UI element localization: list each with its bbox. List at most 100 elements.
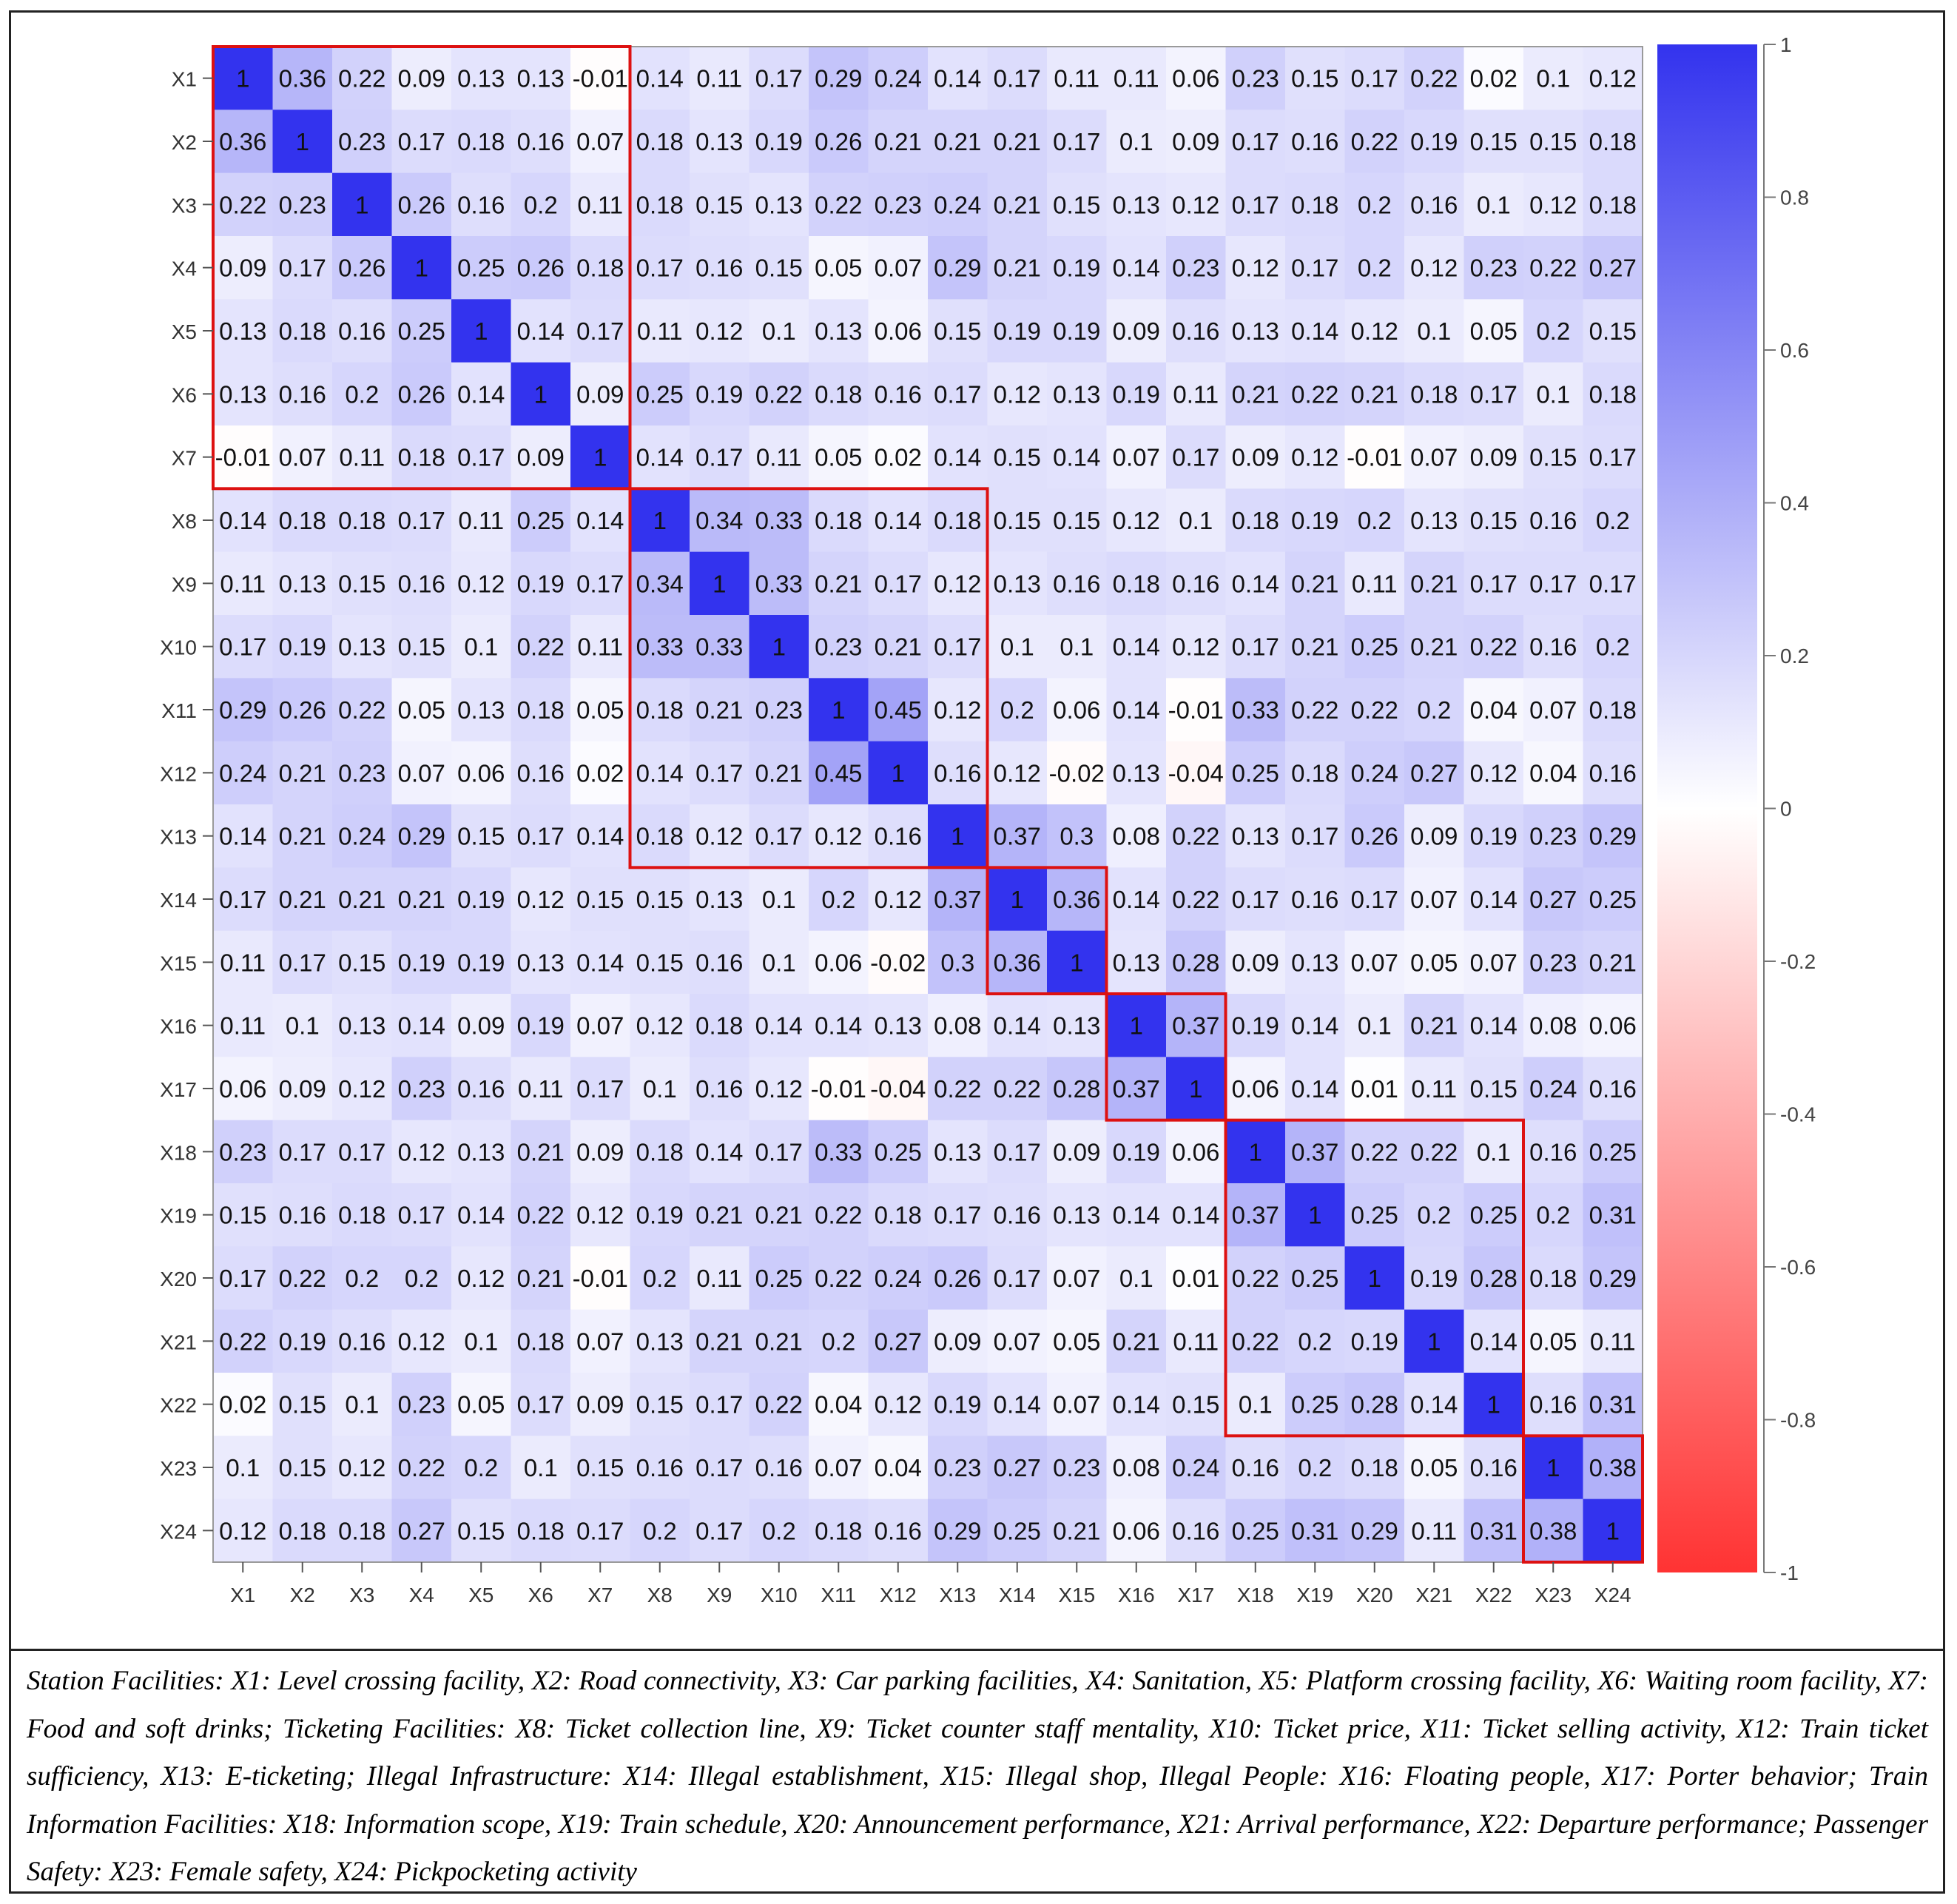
cell-X17-X18 xyxy=(1225,1057,1286,1121)
cell-X20-X12 xyxy=(868,1246,929,1311)
cell-label: 0.11 xyxy=(1173,1328,1219,1355)
cell-X23-X6 xyxy=(511,1436,571,1500)
correlation-heatmap: 1 0.36 0.22 0.09 0.13 0.13 -0.01 0.14 0.11 0.17 0.… xyxy=(160,33,1816,1607)
cell-label: 0.17 xyxy=(279,1138,326,1165)
cell-label: 0.18 xyxy=(279,1517,326,1544)
cell-label: 0.13 xyxy=(279,570,326,597)
cell-X10-X4 xyxy=(391,615,452,679)
cell-X8-X8 xyxy=(630,488,690,553)
cell-X13-X20 xyxy=(1344,804,1405,868)
cell-X6-X20 xyxy=(1344,362,1405,426)
cell-X12-X6 xyxy=(511,741,571,805)
cell-X2-X1 xyxy=(213,110,274,174)
cell-label: 0.24 xyxy=(338,823,385,850)
cell-label: 0.09 xyxy=(576,1391,624,1419)
cell-label: 0.11 xyxy=(220,570,266,597)
cell-X6-X2 xyxy=(272,362,333,426)
cell-X17-X7 xyxy=(570,1057,631,1121)
cell-label: 0.19 xyxy=(517,1012,565,1040)
cell-X5-X21 xyxy=(1404,299,1465,363)
cell-X21-X8 xyxy=(630,1309,690,1373)
cell-X22-X12 xyxy=(868,1373,929,1436)
cell-label: 0.27 xyxy=(1589,255,1637,282)
cell-label: -0.04 xyxy=(870,1075,926,1103)
cell-label: 0.13 xyxy=(755,191,803,218)
cell-X23-X17 xyxy=(1166,1436,1227,1500)
cell-X2-X20 xyxy=(1344,110,1405,174)
cell-X16-X2 xyxy=(272,994,333,1057)
cell-label: 0.15 xyxy=(636,949,684,976)
cell-label: 0.17 xyxy=(219,633,266,661)
cell-X22-X18 xyxy=(1225,1373,1286,1436)
cell-X1-X6 xyxy=(511,47,571,110)
cell-X17-X12 xyxy=(868,1057,929,1121)
x-tick-label: X23 xyxy=(1535,1584,1572,1607)
cell-X19-X19 xyxy=(1285,1183,1346,1247)
cell-label: 0.15 xyxy=(1053,507,1100,534)
cell-label: 0.17 xyxy=(994,1138,1041,1165)
cell-X16-X6 xyxy=(511,994,571,1057)
cell-X9-X15 xyxy=(1047,551,1108,616)
cell-label: 0.21 xyxy=(1291,633,1338,661)
cell-X7-X15 xyxy=(1047,425,1108,489)
cell-label: 0.22 xyxy=(1410,1138,1458,1165)
cell-X22-X1 xyxy=(213,1373,274,1436)
cell-label: -0.01 xyxy=(573,1265,628,1292)
cell-X23-X15 xyxy=(1047,1436,1108,1500)
cell-label: 0.15 xyxy=(338,949,385,976)
cell-label: 0.18 xyxy=(1291,191,1338,218)
cell-X10-X9 xyxy=(690,615,750,679)
cell-X7-X22 xyxy=(1463,425,1524,489)
cell-label: 0.2 xyxy=(1000,696,1034,724)
cell-label: 0.18 xyxy=(338,507,385,534)
cell-X8-X16 xyxy=(1106,488,1167,553)
cell-X5-X4 xyxy=(391,299,452,363)
cell-label: 0.18 xyxy=(457,128,505,155)
cell-label: 0.1 xyxy=(1119,1265,1153,1292)
cell-label: 0.18 xyxy=(815,507,862,534)
cell-label: 0.14 xyxy=(576,823,624,850)
cell-X22-X15 xyxy=(1047,1373,1108,1436)
cell-X19-X15 xyxy=(1047,1183,1108,1247)
cell-label: 0.2 xyxy=(1417,1202,1451,1229)
cell-label: 0.29 xyxy=(219,696,266,724)
cell-label: 0.12 xyxy=(1172,633,1219,661)
x-tick-label: X4 xyxy=(409,1584,434,1607)
cell-label: 0.11 xyxy=(1054,65,1099,92)
cell-X9-X19 xyxy=(1285,551,1346,616)
cell-X2-X8 xyxy=(630,110,690,174)
cell-X15-X6 xyxy=(511,930,571,995)
cell-label: 0.11 xyxy=(696,1265,742,1292)
cell-label: 0.21 xyxy=(875,128,922,155)
cell-label: 0.29 xyxy=(1351,1517,1398,1544)
cell-label: 0.22 xyxy=(755,380,803,408)
cell-X10-X23 xyxy=(1523,615,1584,679)
cell-X22-X4 xyxy=(391,1373,452,1436)
cell-label: 0.21 xyxy=(815,570,862,597)
cell-label: 0.22 xyxy=(1232,1265,1279,1292)
cell-label: 0.15 xyxy=(219,1202,266,1229)
cell-label: 0.1 xyxy=(286,1012,320,1040)
cell-label: 0.06 xyxy=(1053,696,1100,724)
cell-X15-X20 xyxy=(1344,930,1405,995)
cell-label: 0.05 xyxy=(1053,1328,1100,1355)
cell-label: 0.2 xyxy=(1536,1202,1570,1229)
cell-X3-X1 xyxy=(213,172,274,237)
cell-label: 0.14 xyxy=(695,1138,743,1165)
cell-X4-X20 xyxy=(1344,236,1405,300)
cell-label: 0.21 xyxy=(934,128,981,155)
cell-label: 0.23 xyxy=(934,1454,981,1481)
cell-label: 0.12 xyxy=(1291,444,1338,471)
cell-X22-X17 xyxy=(1166,1373,1227,1436)
cell-X11-X10 xyxy=(749,678,809,742)
cell-X1-X22 xyxy=(1463,47,1524,110)
group-box-3 xyxy=(986,866,1108,996)
cell-label: 0.05 xyxy=(1529,1328,1577,1355)
x-tick-label: X7 xyxy=(587,1584,613,1607)
cell-X21-X11 xyxy=(809,1309,869,1373)
y-tick-label: X24 xyxy=(160,1520,197,1543)
cell-label: 0.28 xyxy=(1172,949,1219,976)
cell-X21-X14 xyxy=(987,1309,1048,1373)
cell-X14-X7 xyxy=(570,867,631,932)
cell-X1-X4 xyxy=(391,47,452,110)
